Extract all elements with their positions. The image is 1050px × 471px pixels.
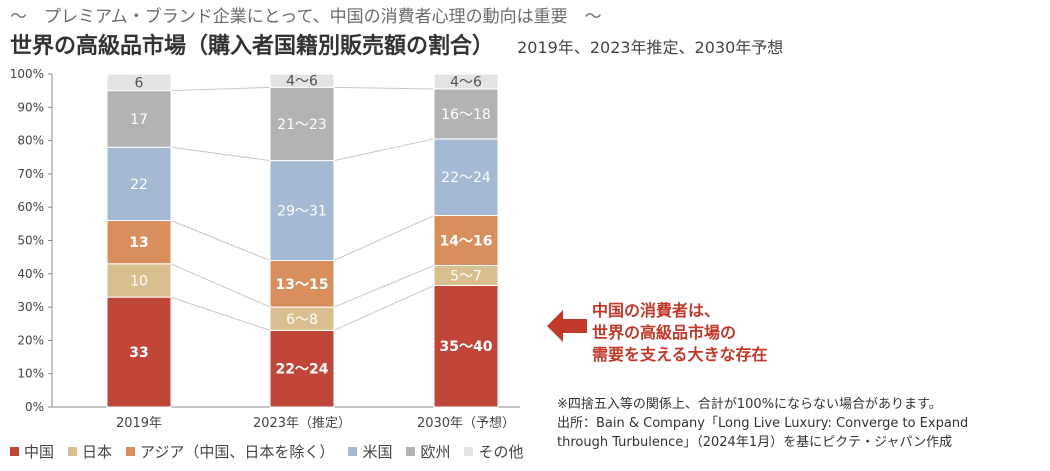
y-tick-label: 10% (17, 367, 44, 381)
legend-label: 中国 (24, 443, 55, 461)
note-source-2: through Turbulence」（2024年1月）を基にピクテ・ジャパン作… (557, 435, 953, 450)
bar-segment (269, 73, 335, 88)
data-label: 22 (130, 177, 148, 193)
legend-item: その他 (464, 441, 523, 462)
x-tick-label: 2019年 (116, 416, 162, 431)
legend-label: 欧州 (420, 443, 451, 461)
data-label: 29～31 (277, 204, 327, 220)
chart-subtitle: ～ プレミアム・ブランド企業にとって、中国の消費者心理の動向は重要 ～ (10, 7, 602, 27)
y-tick-label: 100% (10, 67, 44, 81)
bar-segment (433, 215, 499, 266)
bar-segment (106, 146, 172, 222)
data-label: 4～6 (450, 74, 482, 90)
callout-line-2: 世界の高級品市場の (592, 323, 737, 342)
legend-label: その他 (478, 443, 524, 461)
legend-item: 欧州 (406, 441, 450, 462)
bar-segment (433, 88, 499, 140)
data-label: 6 (135, 75, 144, 91)
data-label: 4～6 (286, 74, 318, 90)
data-label: 10 (130, 273, 148, 289)
connector-line (333, 138, 435, 162)
bar-segment (106, 90, 172, 148)
bar-segment (269, 329, 335, 408)
connector-line (333, 284, 435, 331)
legend-label: アジア（中国、日本を除く） (140, 443, 335, 461)
note-rounding: ※四捨五入等の関係上、合計が100%にならない場合があります。 (557, 397, 942, 412)
data-label: 14～16 (440, 234, 493, 250)
legend-item: 米国 (348, 441, 392, 462)
chart-title-note: 2019年、2023年推定、2030年予想 (517, 38, 784, 57)
title-row: 世界の高級品市場（購入者国籍別販売額の割合） 2019年、2023年推定、203… (10, 28, 783, 60)
data-label: 22～24 (276, 362, 329, 378)
legend-label: 日本 (82, 443, 113, 461)
x-tick-label: 2023年（推定） (253, 416, 351, 431)
y-tick-label: 40% (17, 267, 44, 281)
source-notes: ※四捨五入等の関係上、合計が100%にならない場合があります。 出所：Bain … (557, 395, 1037, 452)
y-tick-label: 60% (17, 200, 44, 214)
connector-line (170, 263, 271, 308)
connector-line (170, 86, 271, 92)
bar-segment (433, 73, 499, 90)
data-label: 33 (129, 345, 148, 361)
connector-line (333, 265, 435, 308)
legend-swatch (126, 447, 136, 456)
connector-line (170, 146, 271, 162)
legend-label: 米国 (362, 443, 393, 461)
legend-swatch (348, 447, 358, 456)
y-tick-label: 70% (17, 167, 44, 181)
data-label: 13 (129, 235, 148, 251)
data-label: 17 (130, 112, 148, 128)
data-label: 13～15 (276, 277, 329, 293)
y-tick-label: 0% (25, 400, 44, 414)
data-label: 35～40 (440, 339, 493, 355)
legend-swatch (406, 447, 416, 456)
y-tick-label: 20% (17, 333, 44, 347)
bar-segment (106, 296, 172, 408)
legend-item: 中国 (10, 441, 54, 462)
chart-legend: 中国 日本 アジア（中国、日本を除く） 米国 欧州 その他 (10, 441, 523, 462)
data-label: 22～24 (441, 170, 491, 186)
legend-swatch (68, 447, 78, 456)
y-tick-label: 30% (17, 300, 44, 314)
bar-segment (106, 220, 172, 265)
callout: 中国の消費者は、 世界の高級品市場の 需要を支える大きな存在 (592, 300, 768, 366)
legend-swatch (464, 447, 474, 456)
legend-swatch (10, 447, 19, 456)
connector-line (333, 215, 435, 261)
connector-line (170, 220, 271, 261)
bar-segment (269, 86, 335, 162)
y-tick-label: 90% (17, 100, 44, 114)
bar-segment (106, 73, 172, 92)
y-tick-label: 80% (17, 134, 44, 148)
y-tick-label: 50% (17, 234, 44, 248)
legend-item: アジア（中国、日本を除く） (126, 441, 334, 462)
data-label: 16～18 (441, 107, 491, 123)
bar-segment (433, 138, 499, 217)
callout-line-1: 中国の消費者は、 (592, 301, 721, 320)
data-label: 6～8 (286, 312, 318, 328)
connector-line (333, 86, 435, 90)
bar-segment (269, 259, 335, 308)
connector-line (170, 296, 271, 331)
note-source-1: 出所：Bain & Company「Long Live Luxury: Conv… (557, 416, 969, 431)
data-label: 21～23 (277, 117, 327, 133)
data-label: 5～7 (450, 268, 482, 284)
callout-line-3: 需要を支える大きな存在 (592, 345, 768, 364)
bar-segment (433, 284, 499, 408)
left-arrow-icon (547, 310, 587, 342)
legend-item: 日本 (68, 441, 112, 462)
chart-title: 世界の高級品市場（購入者国籍別販売額の割合） (10, 34, 495, 59)
x-tick-label: 2030年（予想） (417, 415, 515, 431)
